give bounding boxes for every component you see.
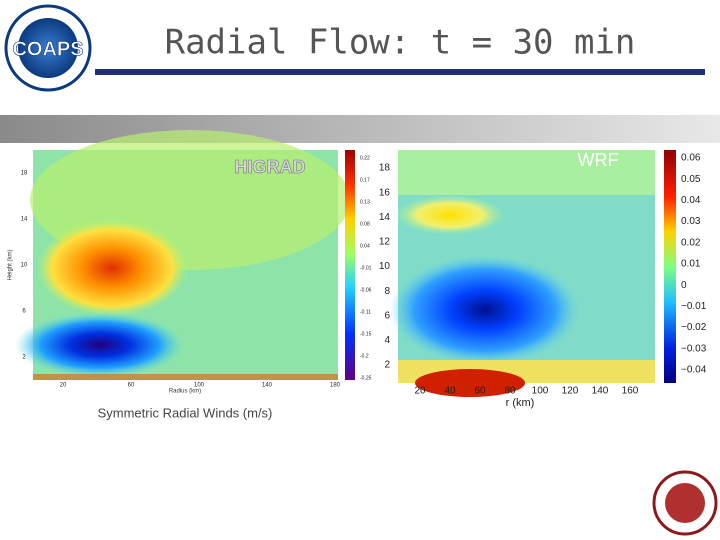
x-tick-label: 120 <box>562 386 579 397</box>
colorbar-tick-label: -0.2 <box>360 353 369 359</box>
x-tick-label: 40 <box>444 386 456 397</box>
right-panel: WRF r (km) 20 40 60 80 100 120 140 160181614121… <box>376 143 707 412</box>
panel-label: HIGRAD <box>235 157 306 177</box>
colorbar-tick-label: 0.04 <box>681 195 701 206</box>
seal-center <box>665 483 705 523</box>
x-tick-label: 20 <box>60 383 67 389</box>
colorbar-tick-label: 0.01 <box>681 259 701 270</box>
colorbar-tick-label: −0.01 <box>681 301 707 312</box>
y-tick-label: 8 <box>384 286 390 297</box>
contour <box>395 195 505 235</box>
colorbar-tick-label: -0.06 <box>360 287 372 293</box>
x-tick-label: 100 <box>194 383 205 389</box>
colorbar-tick-label: -0.25 <box>360 375 372 381</box>
contour <box>15 312 185 378</box>
logo-globe <box>18 18 78 78</box>
y-tick-label: 2 <box>22 355 26 361</box>
contour <box>37 220 187 316</box>
x-tick-label: 180 <box>330 383 341 389</box>
colorbar-tick-label: −0.04 <box>681 365 707 376</box>
y-axis-label: Height (km) <box>8 249 14 280</box>
colorbar <box>664 150 676 383</box>
colorbar-tick-label: -0.01 <box>360 265 372 271</box>
y-tick-label: 6 <box>384 310 390 321</box>
colorbar-tick-label: 0 <box>681 280 687 291</box>
logo-text: COAPS <box>12 38 83 60</box>
y-tick-label: 14 <box>379 212 391 223</box>
x-tick-label: 80 <box>504 386 516 397</box>
y-tick-label: 6 <box>22 309 26 315</box>
colorbar-tick-label: -0.11 <box>360 309 371 315</box>
x-axis-label: Radius (km) <box>169 389 201 395</box>
left-panel: HIGRAD Radius (km) Height (km) Symmetric… <box>0 130 376 423</box>
colorbar-tick-label: 0.22 <box>360 155 370 161</box>
y-tick-label: 12 <box>379 237 391 248</box>
colorbar-tick-label: 0.17 <box>360 177 370 183</box>
colorbar-tick-label: −0.02 <box>681 322 707 333</box>
colorbar-tick-label: -0.15 <box>360 331 372 337</box>
title-underline <box>95 69 705 75</box>
colorbar-tick-label: 0.02 <box>681 237 701 248</box>
x-tick-label: 160 <box>622 386 639 397</box>
contour <box>398 150 655 195</box>
colorbar-tick-label: 0.06 <box>681 153 701 164</box>
colorbar-tick-label: 0.05 <box>681 174 701 185</box>
y-tick-label: 18 <box>379 163 391 174</box>
x-tick-label: 100 <box>532 386 549 397</box>
y-tick-label: 2 <box>384 360 390 371</box>
caption: Symmetric Radial Winds (m/s) <box>98 405 273 420</box>
x-tick-label: 140 <box>262 383 273 389</box>
y-tick-label: 10 <box>379 261 391 272</box>
colorbar-tick-label: 0.04 <box>360 243 370 249</box>
contour <box>390 255 580 365</box>
colorbar <box>345 150 355 380</box>
colorbar-tick-label: 0.13 <box>360 199 370 205</box>
colorbar-tick-label: −0.03 <box>681 343 707 354</box>
y-tick-label: 14 <box>21 217 28 223</box>
colorbar-tick-label: 0.03 <box>681 216 701 227</box>
contour <box>415 369 525 397</box>
y-tick-label: 18 <box>21 171 28 177</box>
y-tick-label: 10 <box>21 263 28 269</box>
panel-label: WRF <box>578 150 619 170</box>
y-tick-label: 4 <box>384 335 390 346</box>
contour <box>33 374 338 380</box>
x-tick-label: 60 <box>474 386 486 397</box>
x-tick-label: 140 <box>592 386 609 397</box>
x-tick-label: 60 <box>128 383 135 389</box>
x-axis-label: r (km) <box>506 397 535 409</box>
colorbar-tick-label: 0.08 <box>360 221 370 227</box>
background-band <box>0 115 720 143</box>
y-tick-label: 16 <box>379 187 391 198</box>
x-tick-label: 20 <box>414 386 426 397</box>
slide-title: Radial Flow: t = 30 min <box>165 23 636 63</box>
